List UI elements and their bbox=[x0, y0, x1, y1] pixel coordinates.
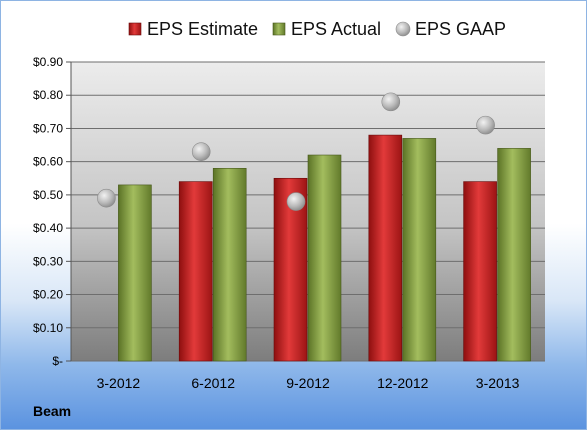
point-eps-gaap bbox=[286, 192, 306, 211]
x-tick-label: 12-2012 bbox=[377, 375, 429, 391]
bar-eps-actual bbox=[402, 138, 437, 362]
y-tick-label: $0.30 bbox=[33, 254, 63, 268]
y-tick-label: $0.40 bbox=[33, 221, 63, 235]
point-eps-gaap bbox=[476, 115, 495, 135]
bar-eps-actual bbox=[307, 154, 342, 362]
bar-eps-estimate bbox=[463, 181, 497, 362]
x-tick-label: 6-2012 bbox=[191, 375, 235, 391]
x-tick-label: 3-2013 bbox=[476, 375, 520, 391]
x-axis: 3-2012 6-2012 9-2012 12-2012 3-2013 bbox=[97, 375, 520, 391]
bar-eps-actual bbox=[497, 148, 531, 362]
y-tick-label: $0.60 bbox=[33, 155, 63, 169]
legend-swatch-eps-gaap bbox=[395, 21, 411, 37]
bar-eps-estimate bbox=[368, 134, 403, 362]
legend-swatch-eps-actual bbox=[272, 22, 286, 36]
legend-label: EPS Actual bbox=[291, 19, 381, 39]
legend-label: EPS Estimate bbox=[147, 19, 258, 39]
bar-eps-actual bbox=[212, 168, 247, 362]
bar-eps-estimate bbox=[178, 181, 213, 362]
y-tick-label: $0.50 bbox=[33, 188, 63, 202]
bar-eps-actual bbox=[118, 184, 152, 362]
y-tick-label: $0.10 bbox=[33, 321, 63, 335]
point-eps-gaap bbox=[381, 92, 401, 112]
x-tick-label: 9-2012 bbox=[286, 375, 330, 391]
y-tick-label: $0.70 bbox=[33, 121, 63, 135]
gaap-points bbox=[97, 92, 495, 211]
y-tick-label: $- bbox=[52, 354, 63, 368]
legend-swatch-eps-estimate bbox=[128, 22, 142, 36]
legend: EPS Estimate EPS Actual EPS GAAP bbox=[128, 19, 506, 39]
point-eps-gaap bbox=[191, 142, 211, 161]
y-tick-label: $0.90 bbox=[33, 55, 63, 69]
point-eps-gaap bbox=[97, 188, 116, 208]
y-tick-label: $0.20 bbox=[33, 288, 63, 302]
company-caption: Beam bbox=[33, 403, 72, 419]
legend-label: EPS GAAP bbox=[415, 19, 506, 39]
y-tick-label: $0.80 bbox=[33, 88, 63, 102]
bars bbox=[118, 134, 531, 362]
y-axis: $- $0.10 $0.20 $0.30 $0.40 $0.50 $0.60 $0.70 $0.… bbox=[33, 55, 72, 368]
x-tick-label: 3-2012 bbox=[97, 375, 141, 391]
